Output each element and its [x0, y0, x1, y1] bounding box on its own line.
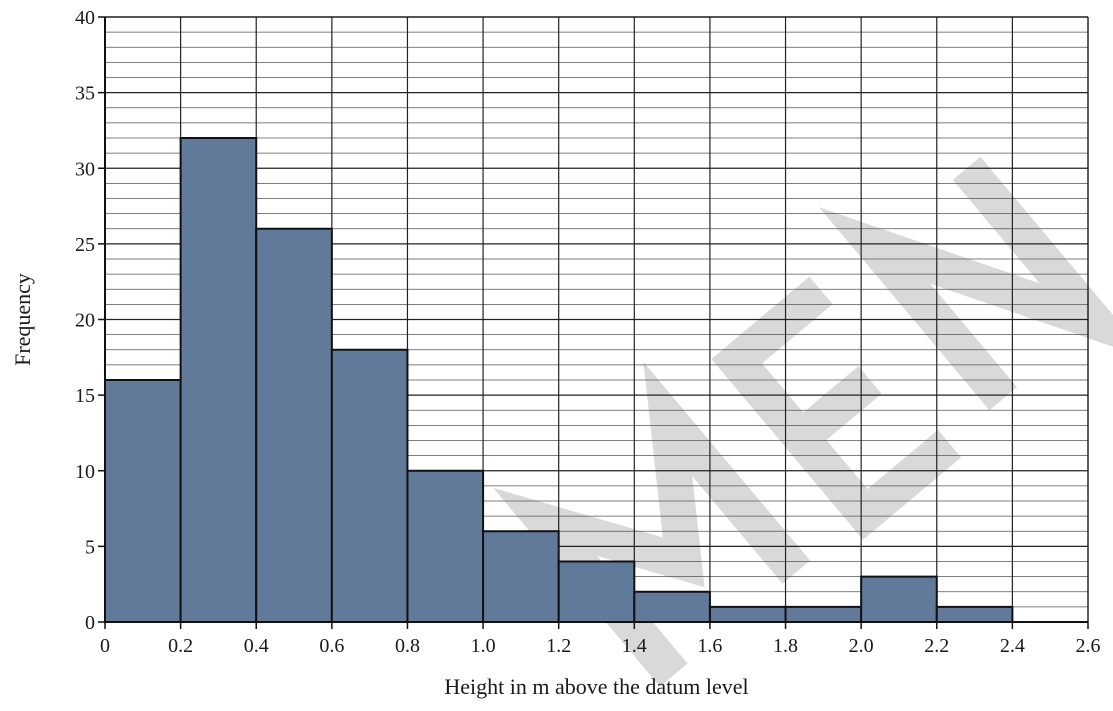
- x-tick-label: 0.6: [319, 635, 344, 657]
- histogram-bar: [482, 530, 560, 623]
- watermark-letter-e-bar: [789, 366, 882, 452]
- x-tick-label: 0: [100, 635, 110, 657]
- y-tick-label: 35: [75, 83, 95, 105]
- y-tick-label: 0: [85, 612, 95, 634]
- histogram-bar: [179, 137, 258, 623]
- x-tick-label: 2.4: [1000, 635, 1025, 657]
- watermark-letter-m: [493, 361, 811, 687]
- histogram-bar: [330, 348, 409, 623]
- y-axis-title: Frequency: [10, 273, 35, 366]
- x-tick-label: 2.6: [1076, 635, 1101, 657]
- x-tick-label: 2.0: [849, 635, 874, 657]
- histogram-bar: [633, 590, 711, 623]
- x-tick-label: 0.4: [244, 635, 269, 657]
- histogram-bar: [708, 605, 787, 623]
- histogram-bar: [557, 560, 636, 623]
- x-tick-labels: 0 0.2 0.4 0.6 0.8 1.0 1.2 1.4 1.6 1.8 2.0 2.2 2.4 2.6: [100, 635, 1101, 657]
- histogram-bar: [104, 379, 182, 623]
- x-tick-label: 1.6: [697, 635, 722, 657]
- y-tick-label: 30: [75, 158, 95, 180]
- histogram-bar: [784, 605, 863, 623]
- x-axis-title: Height in m above the datum level: [444, 674, 748, 699]
- x-tick-label: 1.8: [773, 635, 798, 657]
- y-tick-label: 25: [75, 234, 95, 256]
- histogram-bar: [860, 575, 938, 623]
- plot-axes: [98, 16, 1089, 629]
- x-tick-label: 2.2: [924, 635, 949, 657]
- x-tick-label: 0.8: [395, 635, 420, 657]
- watermark-letter-n: [819, 156, 1113, 411]
- y-tick-label: 15: [75, 385, 95, 407]
- y-tick-label: 5: [85, 536, 95, 558]
- x-tick-label: 1.4: [622, 635, 647, 657]
- histogram-bar: [935, 605, 1014, 623]
- histogram-bars: [104, 137, 1014, 623]
- x-tick-label: 1.0: [471, 635, 496, 657]
- x-tick-label: 1.2: [546, 635, 571, 657]
- y-tick-labels: 0 5 10 15 20 25 30 35 40: [75, 7, 95, 634]
- histogram-bar: [406, 469, 485, 623]
- histogram-bar: [255, 227, 333, 623]
- y-tick-label: 20: [75, 310, 95, 332]
- y-tick-label: 10: [75, 461, 95, 483]
- y-tick-label: 40: [75, 7, 95, 29]
- x-tick-label: 0.2: [168, 635, 193, 657]
